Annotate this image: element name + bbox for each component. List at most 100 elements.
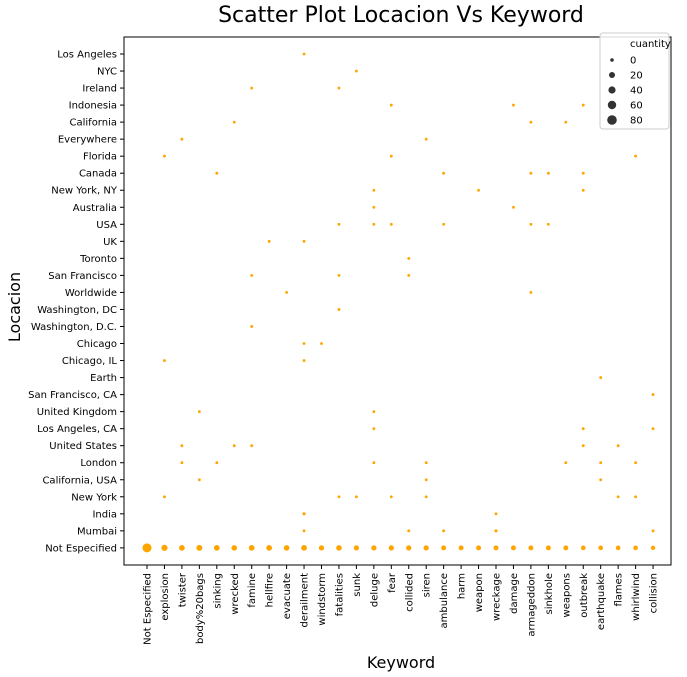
data-point <box>529 120 533 124</box>
data-point <box>388 545 394 551</box>
data-point <box>372 222 376 226</box>
data-point <box>250 325 254 328</box>
data-point <box>581 444 585 448</box>
x-tick-label: whirlwind <box>631 573 642 621</box>
data-point <box>458 545 464 551</box>
data-point <box>529 171 533 175</box>
x-tick-label: derailment <box>300 573 311 628</box>
x-tick-label: harm <box>457 573 468 599</box>
data-point <box>248 544 255 551</box>
data-point <box>545 545 551 551</box>
y-tick-label: California, USA <box>42 475 117 486</box>
y-tick-label: San Francisco <box>48 271 117 282</box>
y-tick-label: Australia <box>73 203 117 214</box>
x-tick-label: siren <box>422 573 433 597</box>
legend-label: 40 <box>630 86 643 97</box>
x-tick-label: earthquake <box>596 573 607 630</box>
data-point <box>546 171 550 175</box>
data-point <box>564 120 568 124</box>
x-tick-label: armageddon <box>526 573 537 637</box>
data-point <box>634 461 638 465</box>
data-point <box>650 545 656 551</box>
data-point <box>599 478 603 482</box>
x-tick-label: sunk <box>352 573 363 597</box>
y-tick-label: Chicago, IL <box>62 356 117 367</box>
y-tick-label: UK <box>103 237 117 248</box>
data-point <box>266 544 273 551</box>
y-tick-label: Los Angeles, CA <box>37 424 117 435</box>
legend-label: 20 <box>630 71 643 82</box>
y-axis-ticks: Los Angeles NYC Ireland Indonesia California… <box>28 50 124 554</box>
data-point <box>633 545 638 551</box>
data-point <box>232 120 236 124</box>
data-point <box>302 52 306 56</box>
data-point <box>302 342 306 345</box>
data-point <box>336 545 342 551</box>
data-point <box>163 495 166 499</box>
x-tick-label: twister <box>177 572 188 607</box>
data-point <box>250 86 254 90</box>
data-point <box>634 495 638 499</box>
y-tick-label: NYC <box>97 67 117 78</box>
data-point <box>599 376 603 379</box>
data-point <box>302 512 306 516</box>
data-point <box>442 171 446 175</box>
data-point <box>563 545 569 551</box>
data-point <box>337 273 341 277</box>
data-point <box>581 427 585 431</box>
data-point <box>250 273 254 277</box>
data-point <box>163 359 166 362</box>
data-point <box>372 427 376 431</box>
y-tick-label: United Kingdom <box>37 407 117 418</box>
data-point <box>599 461 603 465</box>
data-point <box>389 154 393 158</box>
x-tick-label: flames <box>614 573 625 607</box>
legend-label: 0 <box>630 56 636 67</box>
y-tick-label: Toronto <box>79 254 117 265</box>
y-tick-label: Chicago <box>77 339 117 350</box>
legend-marker <box>610 58 614 62</box>
y-tick-label: New York, NY <box>51 186 118 197</box>
y-tick-label: United States <box>49 441 117 452</box>
x-tick-label: collided <box>404 573 415 612</box>
data-point <box>615 545 621 551</box>
data-point <box>215 461 219 465</box>
x-tick-label: weapon <box>474 573 485 612</box>
data-point <box>372 188 376 192</box>
data-point <box>651 529 655 533</box>
data-point <box>581 103 585 107</box>
data-point <box>213 544 220 551</box>
data-point <box>476 545 482 551</box>
data-point <box>581 188 585 192</box>
y-tick-label: India <box>92 509 117 520</box>
data-point <box>528 545 534 551</box>
data-point <box>512 103 515 107</box>
y-tick-label: Los Angeles <box>57 50 117 61</box>
data-point <box>424 137 428 141</box>
data-point <box>442 222 446 226</box>
y-tick-label: USA <box>96 220 117 231</box>
data-point <box>197 410 201 414</box>
data-point <box>142 543 152 553</box>
data-point <box>320 342 323 345</box>
data-point <box>616 495 620 499</box>
data-point <box>337 86 341 90</box>
x-tick-label: sinking <box>212 573 223 609</box>
data-point <box>424 478 428 482</box>
y-tick-label: Everywhere <box>58 135 117 146</box>
x-tick-label: Not Especified <box>143 573 154 645</box>
data-point <box>406 545 412 551</box>
x-axis-ticks: Not Especified explosion twister body%20bag… <box>143 565 660 645</box>
data-point <box>564 461 568 465</box>
x-axis-label: Keyword <box>367 653 435 672</box>
y-tick-label: Mumbai <box>77 526 117 537</box>
y-tick-label: Canada <box>79 169 117 180</box>
data-point <box>302 529 306 533</box>
y-tick-label: Not Especified <box>45 543 117 554</box>
data-point <box>267 239 271 243</box>
x-tick-label: body%20bags <box>195 573 206 644</box>
data-point <box>337 495 341 499</box>
data-point <box>283 545 290 551</box>
legend-label: 80 <box>630 116 643 127</box>
